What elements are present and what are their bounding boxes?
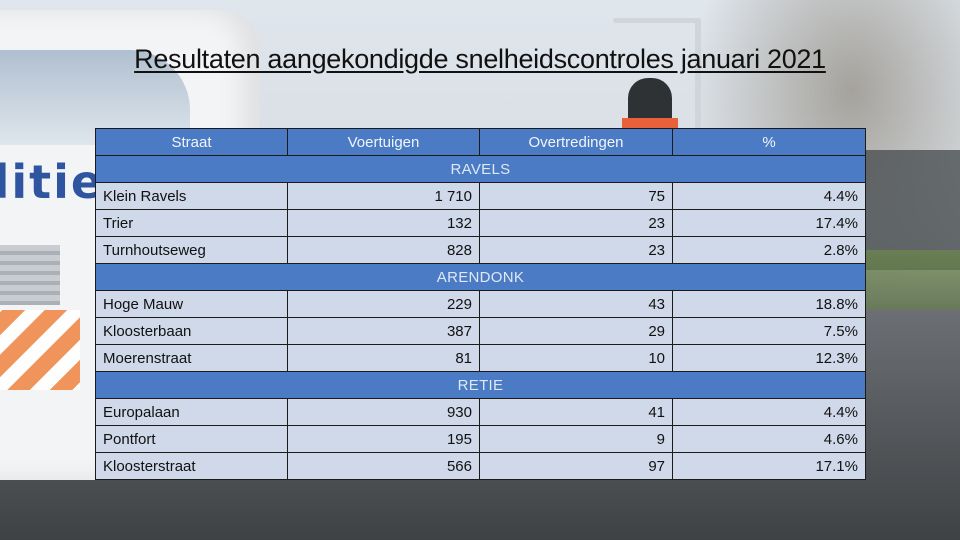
cell-overtredingen: 41 [479,398,673,426]
cell-straat: Hoge Mauw [95,290,288,318]
cell-overtredingen: 75 [479,182,673,210]
cell-percentage: 4.4% [672,398,866,426]
page-title: Resultaten aangekondigde snelheidscontro… [134,44,826,74]
cell-percentage: 2.8% [672,236,866,264]
table-row: Europalaan 930 41 4.4% [95,398,866,426]
cell-voertuigen: 229 [287,290,480,318]
cell-voertuigen: 387 [287,317,480,345]
cell-overtredingen: 10 [479,344,673,372]
cell-straat: Kloosterstraat [95,452,288,480]
table-row: Turnhoutseweg 828 23 2.8% [95,236,866,264]
section-row: RAVELS [95,155,866,183]
table-row: Hoge Mauw 229 43 18.8% [95,290,866,318]
streetlight-pole [695,20,701,200]
cell-voertuigen: 566 [287,452,480,480]
table-row: Moerenstraat 81 10 12.3% [95,344,866,372]
cell-overtredingen: 97 [479,452,673,480]
cell-voertuigen: 828 [287,236,480,264]
cell-overtredingen: 29 [479,317,673,345]
cell-straat: Kloosterbaan [95,317,288,345]
cell-percentage: 12.3% [672,344,866,372]
cell-straat: Europalaan [95,398,288,426]
van-lettering: olitie [0,155,105,209]
van-stripe [0,310,80,390]
section-label: RAVELS [95,155,866,183]
cell-overtredingen: 23 [479,236,673,264]
cell-voertuigen: 1 710 [287,182,480,210]
cell-overtredingen: 43 [479,290,673,318]
column-header-straat: Straat [95,128,288,156]
section-label: RETIE [95,371,866,399]
cell-overtredingen: 23 [479,209,673,237]
section-label: ARENDONK [95,263,866,291]
table-row: Kloosterbaan 387 29 7.5% [95,317,866,345]
table-row: Pontfort 195 9 4.6% [95,425,866,453]
cell-voertuigen: 132 [287,209,480,237]
cell-straat: Moerenstraat [95,344,288,372]
cell-voertuigen: 81 [287,344,480,372]
van-grille [0,245,60,305]
section-row: RETIE [95,371,866,399]
column-header-overtredingen: Overtredingen [479,128,673,156]
cell-percentage: 17.1% [672,452,866,480]
table-row: Kloosterstraat 566 97 17.1% [95,452,866,480]
cell-straat: Pontfort [95,425,288,453]
cell-percentage: 4.4% [672,182,866,210]
streetlight-arm [613,18,701,23]
column-header-voertuigen: Voertuigen [287,128,480,156]
column-header-percentage: % [672,128,866,156]
cell-percentage: 7.5% [672,317,866,345]
cell-straat: Turnhoutseweg [95,236,288,264]
cell-overtredingen: 9 [479,425,673,453]
results-table: Straat Voertuigen Overtredingen % RAVELS… [95,128,866,480]
section-row: ARENDONK [95,263,866,291]
cell-voertuigen: 195 [287,425,480,453]
table-row: Trier 132 23 17.4% [95,209,866,237]
table-header-row: Straat Voertuigen Overtredingen % [95,128,866,156]
cell-voertuigen: 930 [287,398,480,426]
cell-straat: Trier [95,209,288,237]
cell-straat: Klein Ravels [95,182,288,210]
cell-percentage: 17.4% [672,209,866,237]
table-row: Klein Ravels 1 710 75 4.4% [95,182,866,210]
cell-percentage: 18.8% [672,290,866,318]
cell-percentage: 4.6% [672,425,866,453]
